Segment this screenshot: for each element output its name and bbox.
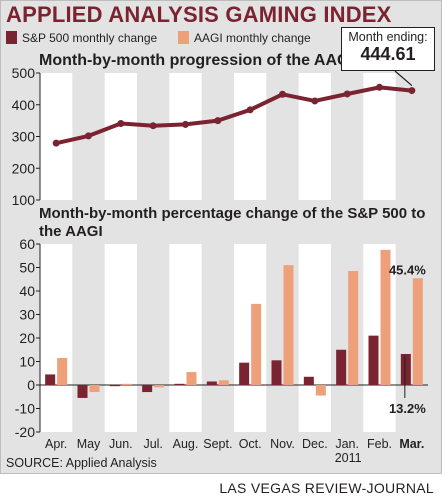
x-tick-label: Dec. — [302, 437, 328, 451]
sp500-bar — [109, 385, 120, 387]
column-band-bottom — [169, 244, 202, 432]
aagi-point — [214, 117, 222, 125]
sp500-bar — [336, 349, 347, 385]
aagi-bar — [57, 357, 68, 385]
sp500-last-label: 13.2% — [389, 401, 426, 416]
column-band-top — [169, 73, 202, 200]
bar-y-tick-label: 60 — [19, 236, 35, 252]
column-band-top — [104, 73, 137, 200]
sp500-bar — [142, 385, 153, 393]
column-band-top — [234, 73, 267, 200]
bar-y-tick-label: 40 — [19, 283, 35, 299]
column-band-top — [298, 73, 331, 200]
column-band-bottom — [104, 244, 137, 432]
aagi-point — [182, 120, 189, 128]
callout-value: 444.61 — [360, 44, 416, 64]
legend-label-sp500: S&P 500 monthly change — [22, 31, 158, 45]
column-band-top — [363, 73, 396, 200]
aagi-bar — [154, 385, 165, 388]
x-tick-label: Jan. — [335, 437, 359, 451]
aagi-point — [311, 97, 319, 105]
sp500-bar — [45, 374, 56, 385]
aagi-bar — [283, 265, 294, 385]
aagi-bar — [412, 278, 423, 385]
line-chart-title: Month-by-month progression of the AAGI — [39, 52, 354, 69]
column-band-bottom — [298, 244, 331, 432]
credit-line: LAS VEGAS REVIEW-JOURNAL — [219, 480, 434, 496]
aagi-point — [246, 106, 254, 114]
x-tick-label: Apr. — [45, 437, 67, 451]
line-y-tick-label: 300 — [12, 129, 36, 145]
aagi-line — [54, 85, 414, 146]
aagi-bar — [251, 303, 262, 385]
sp500-bar — [303, 376, 314, 385]
callout-label: Month ending: — [348, 30, 428, 44]
aagi-bar — [315, 385, 326, 396]
line-y-tick-label: 100 — [12, 192, 36, 208]
sp500-bar — [174, 383, 185, 385]
aagi-bar — [186, 372, 197, 385]
bar-y-tick-label: 20 — [19, 330, 35, 346]
aagi-point — [279, 90, 286, 98]
sp500-bar — [400, 353, 411, 385]
bar-y-tick-label: 0 — [27, 377, 35, 393]
x-tick-label: Sept. — [203, 437, 232, 451]
sp500-bar — [271, 360, 282, 385]
legend-swatch-aagi — [178, 31, 189, 44]
legend-item-sp500: S&P 500 monthly change — [6, 31, 157, 45]
line-y-tick-label: 400 — [12, 97, 36, 113]
line-y-tick-label: 200 — [12, 160, 36, 176]
aagi-point — [149, 122, 157, 130]
legend-item-aagi: AAGI monthly change — [178, 31, 311, 45]
bar-y-tick-label: 30 — [19, 307, 35, 323]
aagi-bar — [348, 271, 359, 385]
bar-chart-title: Month-by-month percentage change of the … — [39, 205, 426, 240]
x-tick-label: Nov. — [270, 437, 295, 451]
aagi-bar — [218, 380, 229, 385]
aagi-bar — [380, 249, 391, 385]
column-band-top — [40, 73, 73, 200]
x-tick-label: Oct. — [239, 437, 262, 451]
x-year-label: 2011 — [335, 451, 362, 465]
sp500-bar — [206, 381, 217, 385]
sp500-bar — [77, 385, 88, 398]
aagi-bar — [121, 383, 132, 385]
source-note: SOURCE: Applied Analysis — [6, 456, 157, 470]
aagi-point — [376, 83, 383, 91]
sp500-bar — [239, 362, 250, 385]
x-tick-label: Feb. — [367, 437, 392, 451]
aagi-point — [52, 139, 60, 147]
legend-label-aagi: AAGI monthly change — [194, 31, 311, 45]
month-ending-callout: Month ending: 444.61 — [341, 27, 435, 71]
aagi-point — [408, 87, 416, 95]
legend-swatch-sp500 — [6, 31, 17, 44]
x-tick-label: May — [77, 437, 101, 451]
aagi-point — [85, 132, 92, 140]
bar-y-tick-label: 50 — [19, 260, 35, 276]
aagi-bar — [89, 385, 100, 393]
column-band-bottom — [40, 244, 73, 432]
aagi-point — [343, 90, 351, 98]
column-band-bottom — [234, 244, 267, 432]
aagi-point — [117, 119, 125, 127]
bar-y-tick-label: 10 — [19, 354, 35, 370]
x-tick-label: Mar. — [399, 437, 424, 451]
x-tick-label: Jun. — [109, 437, 133, 451]
sp500-bar — [368, 335, 379, 385]
aagi-last-label: 45.4% — [389, 262, 426, 277]
bar-y-tick-label: -20 — [15, 424, 35, 440]
x-tick-label: Jul. — [143, 437, 162, 451]
callout-pointer — [394, 70, 413, 87]
x-tick-label: Aug. — [173, 437, 199, 451]
bar-y-tick-label: -10 — [15, 401, 35, 417]
line-y-tick-label: 500 — [12, 65, 36, 81]
infographic-title: APPLIED ANALYSIS GAMING INDEX — [6, 2, 392, 27]
